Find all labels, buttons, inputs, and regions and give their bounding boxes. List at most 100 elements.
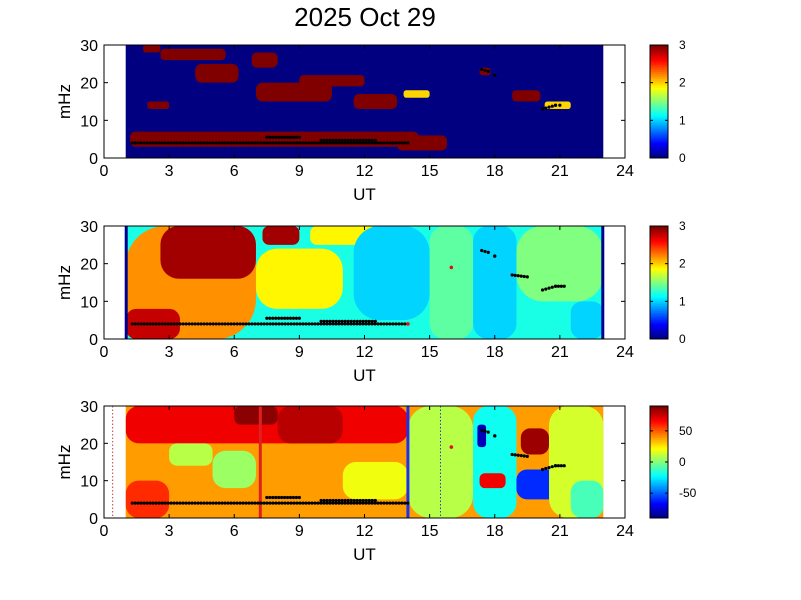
data-point bbox=[346, 501, 350, 505]
data-point bbox=[361, 498, 365, 503]
x-tick-label: 12 bbox=[356, 163, 374, 180]
data-point bbox=[406, 501, 410, 505]
data-point bbox=[187, 141, 191, 145]
data-point bbox=[343, 138, 347, 142]
data-point bbox=[331, 501, 335, 505]
data-point bbox=[292, 141, 296, 145]
data-point bbox=[540, 467, 545, 472]
data-point bbox=[297, 316, 301, 320]
data-point bbox=[244, 141, 248, 145]
colorbar-cell bbox=[650, 131, 668, 134]
x-tick-label: 21 bbox=[551, 344, 569, 361]
heatmap-region bbox=[512, 90, 541, 102]
data-point bbox=[157, 322, 161, 326]
colorbar-cell bbox=[650, 57, 668, 60]
data-point bbox=[148, 322, 152, 326]
colorbar-cell bbox=[650, 337, 668, 340]
data-point bbox=[205, 141, 209, 145]
data-point bbox=[286, 141, 290, 145]
data-point bbox=[346, 319, 350, 323]
colorbar-cell bbox=[650, 117, 668, 120]
colorbar-cell bbox=[650, 312, 668, 315]
colorbar-cell bbox=[650, 497, 668, 500]
data-point bbox=[288, 495, 293, 500]
data-point bbox=[388, 141, 392, 145]
data-point bbox=[274, 135, 278, 139]
data-point bbox=[178, 322, 182, 326]
data-point bbox=[544, 466, 548, 471]
colorbar-cell bbox=[650, 484, 668, 487]
colorbar-cell bbox=[650, 275, 668, 278]
data-point bbox=[208, 322, 212, 326]
colorbar-cell bbox=[650, 448, 668, 451]
data-point bbox=[229, 141, 233, 145]
colorbar-cell bbox=[650, 233, 668, 236]
data-point bbox=[268, 322, 272, 326]
data-point bbox=[394, 322, 398, 326]
data-point bbox=[355, 498, 359, 503]
data-point bbox=[313, 501, 317, 505]
colorbar-cell bbox=[650, 113, 668, 117]
data-point bbox=[283, 501, 287, 505]
colorbar-cell bbox=[650, 449, 668, 452]
colorbar-cell bbox=[650, 437, 668, 440]
colorbar-cell bbox=[650, 89, 668, 92]
data-point bbox=[193, 141, 197, 145]
colorbar-cell bbox=[650, 136, 668, 140]
colorbar-tick-label: 0 bbox=[679, 332, 686, 346]
data-point bbox=[259, 141, 263, 145]
colorbar-cell bbox=[650, 314, 668, 317]
panel-3: 0 3 6 9 12 15 18 21 24 0 10 20 30 UT mHz 50 0 -50 bbox=[55, 399, 697, 564]
colorbar-cell bbox=[650, 481, 668, 484]
data-point bbox=[340, 501, 344, 505]
data-point bbox=[295, 141, 299, 145]
data-point bbox=[130, 141, 134, 145]
data-point bbox=[289, 141, 293, 145]
data-point bbox=[145, 141, 149, 145]
data-point bbox=[145, 501, 149, 505]
y-tick-label: 10 bbox=[80, 113, 98, 130]
colorbar-cell bbox=[650, 97, 668, 101]
heatmap-region bbox=[212, 450, 256, 489]
colorbar-cell bbox=[650, 319, 668, 322]
data-point bbox=[292, 501, 296, 505]
data-point bbox=[280, 135, 284, 139]
data-point bbox=[217, 141, 221, 145]
colorbar-cell bbox=[650, 421, 668, 424]
figure-title: 2025 Oct 29 bbox=[294, 2, 436, 32]
data-point bbox=[169, 141, 173, 145]
data-point bbox=[349, 498, 353, 503]
data-point bbox=[282, 316, 287, 320]
data-point bbox=[361, 319, 365, 323]
data-point bbox=[271, 141, 275, 145]
colorbar-cell bbox=[650, 76, 668, 80]
data-point bbox=[367, 501, 371, 505]
x-tick-label: 24 bbox=[616, 344, 634, 361]
data-point bbox=[358, 141, 362, 145]
data-point bbox=[361, 138, 365, 142]
data-point bbox=[480, 428, 484, 432]
data-point bbox=[301, 141, 305, 145]
colorbar-cell bbox=[650, 248, 668, 252]
x-tick-label: 0 bbox=[100, 163, 109, 180]
x-tick-label: 12 bbox=[356, 523, 374, 540]
data-point bbox=[235, 141, 239, 145]
data-point bbox=[522, 274, 526, 279]
colorbar-cell bbox=[650, 330, 668, 333]
data-point bbox=[340, 322, 344, 326]
colorbar-cell bbox=[650, 268, 668, 271]
colorbar-tick-label: 0 bbox=[679, 151, 686, 165]
data-point bbox=[274, 322, 278, 326]
colorbar-cell bbox=[650, 301, 668, 305]
data-point bbox=[370, 138, 374, 142]
data-point bbox=[184, 501, 188, 505]
colorbar-cell bbox=[650, 453, 668, 456]
data-point bbox=[133, 141, 137, 145]
data-point bbox=[562, 284, 566, 288]
colorbar-cell bbox=[650, 243, 668, 246]
y-tick-label: 20 bbox=[80, 76, 98, 93]
colorbar-cell bbox=[650, 140, 668, 143]
colorbar-cell bbox=[650, 298, 668, 301]
heatmap-region bbox=[479, 473, 506, 489]
data-point bbox=[238, 322, 242, 326]
